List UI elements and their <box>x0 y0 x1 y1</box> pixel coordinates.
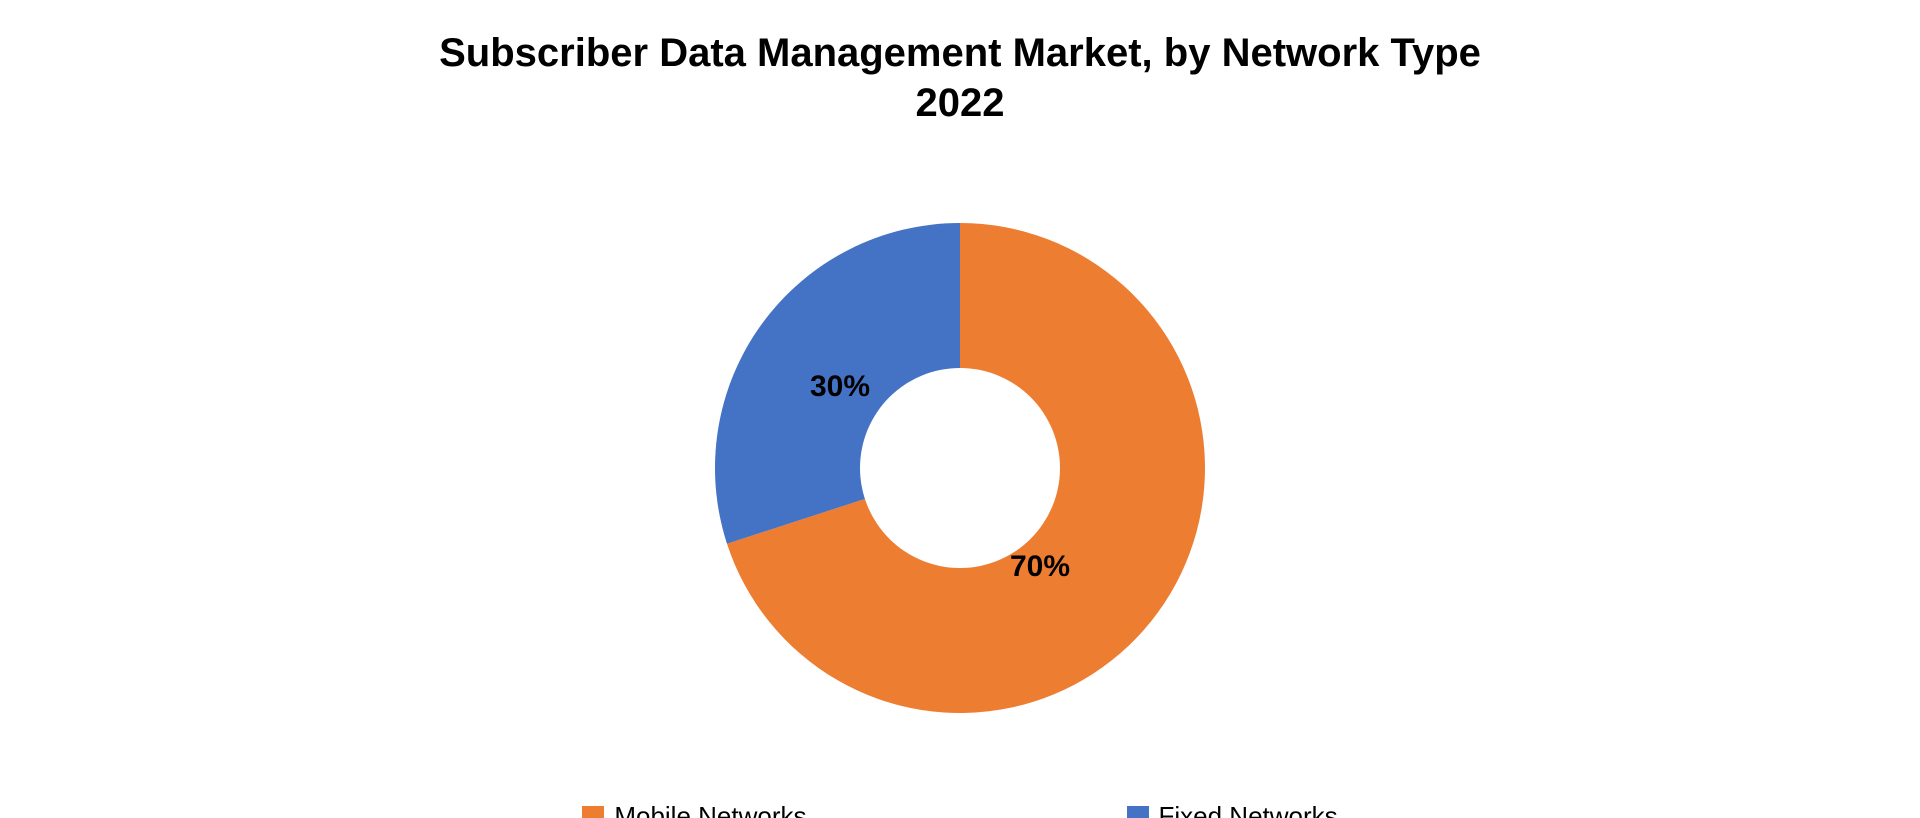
legend-swatch-1 <box>1127 806 1149 818</box>
slice-label-0: 70% <box>1010 550 1070 583</box>
chart-legend: Mobile Networks Fixed Networks <box>582 801 1337 818</box>
slice-label-1: 30% <box>810 370 870 403</box>
legend-label-0: Mobile Networks <box>614 801 806 818</box>
chart-title-line1: Subscriber Data Management Market, by Ne… <box>439 28 1481 78</box>
legend-swatch-0 <box>582 806 604 818</box>
donut-hole <box>860 368 1060 568</box>
legend-item-1: Fixed Networks <box>1127 801 1338 818</box>
legend-item-0: Mobile Networks <box>582 801 806 818</box>
chart-title-line2: 2022 <box>439 78 1481 128</box>
chart-container: Subscriber Data Management Market, by Ne… <box>0 0 1920 818</box>
legend-label-1: Fixed Networks <box>1159 801 1338 818</box>
donut-chart: 70% 30% <box>660 168 1260 773</box>
chart-title: Subscriber Data Management Market, by Ne… <box>439 28 1481 128</box>
donut-svg: 70% 30% <box>660 168 1260 768</box>
